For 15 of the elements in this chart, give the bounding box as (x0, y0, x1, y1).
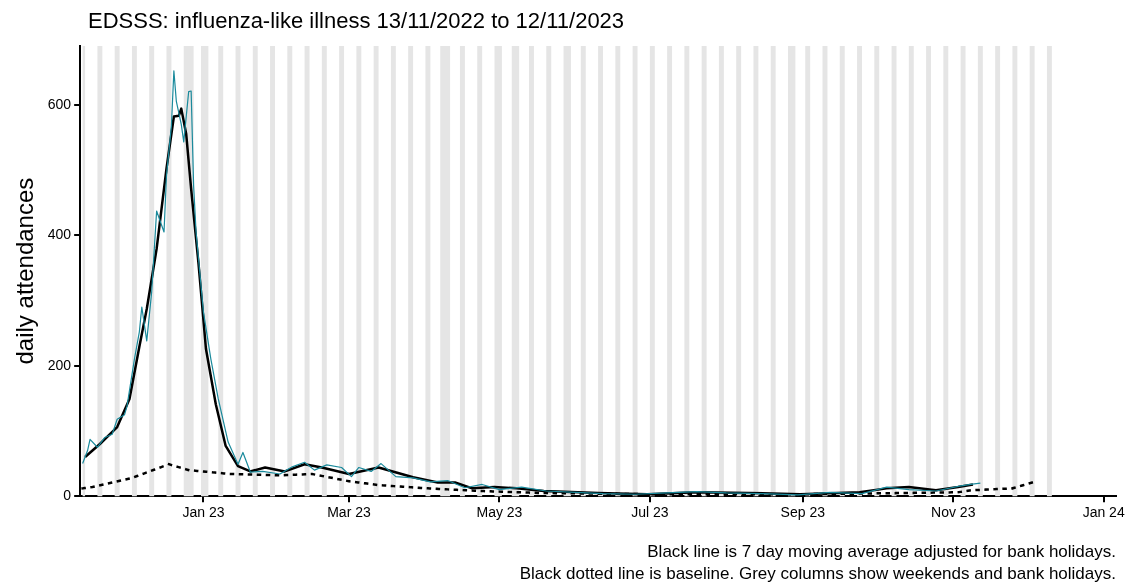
y-tick-label: 600 (47, 95, 72, 112)
chart-title: EDSSS: influenza-like illness 13/11/2022 to 12/11/2023 (88, 8, 625, 34)
text: Black line is 7 day moving average adjusted for bank holidays. (646, 541, 1116, 563)
x-tick-label: Nov 23 (931, 504, 976, 521)
text: Black dotted line is baseline. Grey columns show weekends and bank holidays. (519, 563, 1116, 585)
x-tick-label: Jul 23 (631, 504, 669, 521)
y-tick-label: 400 (47, 226, 72, 243)
y-tick-label: 0 (63, 487, 72, 504)
x-tick-label: Jan 24 (1082, 504, 1125, 521)
x-tick-label: Mar 23 (327, 504, 371, 521)
y-axis-title: daily attendances (11, 177, 39, 365)
x-tick-label: May 23 (476, 504, 523, 521)
x-tick-label: Sep 23 (780, 504, 826, 521)
x-tick-label: Jan 23 (182, 504, 225, 521)
y-tick-label: 200 (47, 356, 72, 373)
